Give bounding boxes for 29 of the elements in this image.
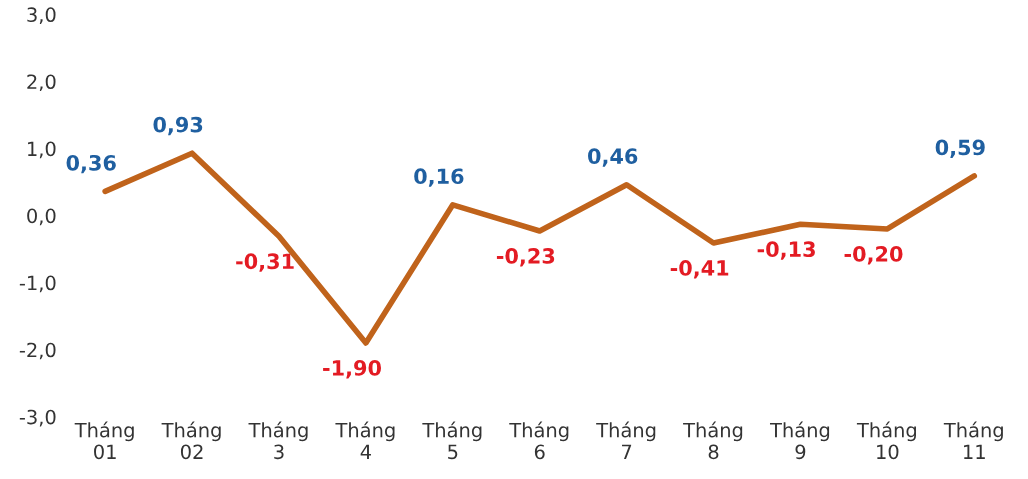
data-label: 0,46 [588,148,638,167]
x-tick-label: Tháng 6 [509,421,569,460]
y-tick-label: 2,0 [27,74,56,92]
data-label: 0,59 [935,139,985,158]
data-label: -0,41 [670,260,729,279]
y-tick-label: -2,0 [19,342,56,360]
data-label: -0,20 [844,246,903,265]
x-tick-label: Tháng 5 [422,421,482,460]
y-tick-label: 1,0 [28,141,56,159]
y-tick-label: -3,0 [19,409,56,427]
x-tick-label: Tháng 4 [335,421,395,459]
data-label: -0,31 [236,253,294,272]
x-tick-label: Tháng 01 [74,421,134,460]
data-label: 0,36 [66,154,116,174]
y-tick-label: -1,0 [19,275,56,293]
data-label: -1,90 [323,360,382,379]
data-label: 0,93 [153,116,203,136]
x-tick-label: Tháng 8 [683,421,743,460]
y-tick-label: 3,0 [27,7,56,25]
x-tick-label: Tháng 02 [161,421,221,460]
data-label: 0,16 [414,168,464,187]
x-tick-label: Tháng 10 [856,421,916,460]
x-tick-label: Tháng 3 [248,421,308,460]
data-label: -0,13 [757,241,815,260]
x-tick-label: Tháng 7 [596,421,656,459]
y-tick-label: 0,0 [27,208,56,226]
x-tick-label: Tháng 11 [943,421,1003,459]
data-label: -0,23 [496,248,555,267]
x-tick-label: Tháng 9 [769,421,830,460]
